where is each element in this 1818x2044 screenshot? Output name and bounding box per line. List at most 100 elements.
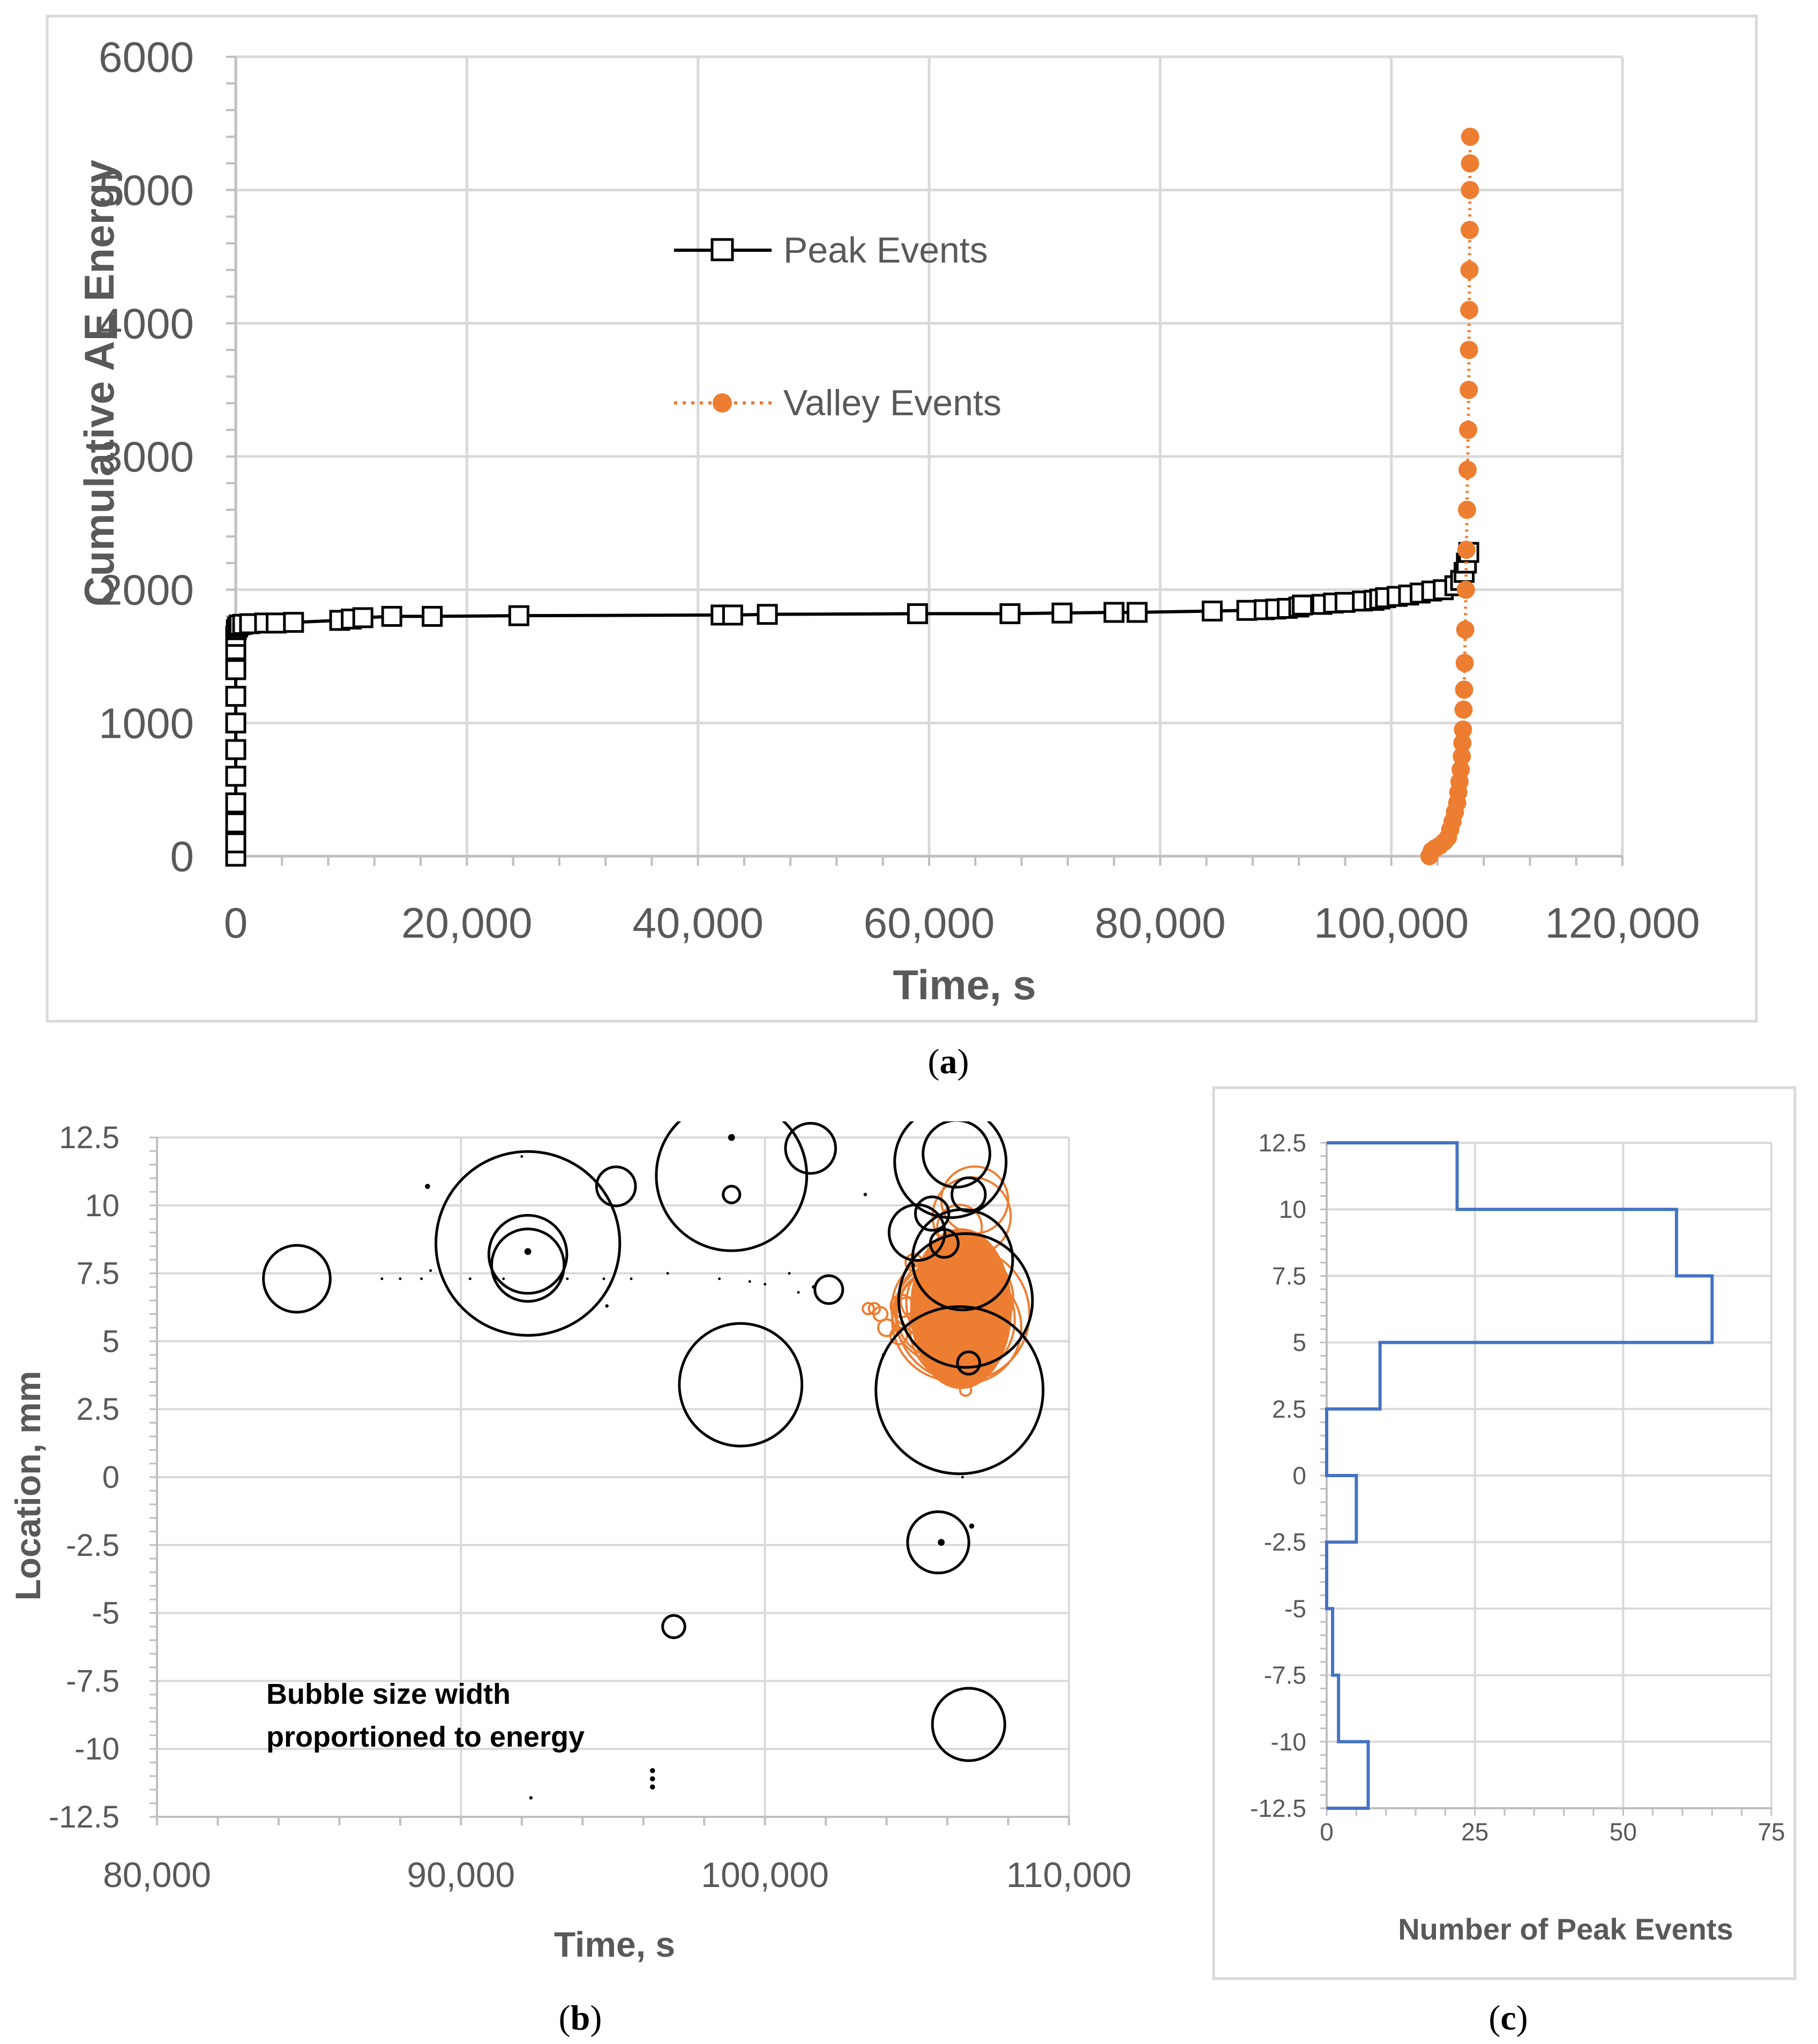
peak-event-bubble [490,1227,566,1303]
peak-event-bubble [784,1121,837,1175]
panel-b-y-tick-label: 0 [102,1460,119,1495]
caption-a-letter: a [940,1042,957,1081]
panel-b-y-tick-label: -12.5 [49,1800,119,1835]
peak-event-bubble [938,1539,945,1546]
caption-c-letter: c [1500,1998,1516,2038]
valley-events-marker [1455,654,1474,672]
valley-events-marker [1454,700,1473,719]
peak-events-marker [225,812,246,834]
valley-events-marker [1454,720,1472,739]
panel-a-frame [46,14,1758,1023]
panel-a-y-tick-label: 0 [170,833,194,880]
panel-b-x-tick-label: 110,000 [1006,1855,1132,1895]
valley-events-marker [1457,541,1476,559]
peak-event-bubble [630,1277,633,1281]
caption-b: (b) [559,1998,602,2038]
peak-event-bubble [399,1277,402,1281]
panel-a-y-tick-label: 5000 [99,167,194,214]
peak-event-bubble [922,1121,991,1189]
panel-a-x-tick-label: 100,000 [1314,899,1469,947]
panel-c-y-tick-label: -2.5 [1264,1528,1306,1556]
panel-c-tick-labels: 0 25 50 75 12.5 10 7.5 5 2.5 0 -2.5 -5 -7.5 -10 -12.5 [1250,1129,1785,1846]
panel-c-frame [1212,1086,1797,1980]
peak-events-marker [1292,594,1313,616]
panel-b-bubbles [262,1121,1045,1800]
peak-events-marker [225,686,246,707]
peak-event-bubble [425,1184,430,1189]
caption-c: (c) [1488,1998,1528,2038]
peak-events-marker [999,603,1021,624]
valley-events-marker [1452,760,1470,779]
panel-c-y-tick-label: 0 [1292,1462,1306,1489]
peak-events-marker [422,605,443,627]
panel-c-y-tick-label: 2.5 [1272,1395,1306,1423]
panel-b-chart: 80,000 90,000 100,000 110,000 12.5 10 7.5 5 2.5 0… [8,1120,1132,1964]
peak-event-bubble [655,1121,809,1252]
panel-a-x-tick-label: 40,000 [632,899,764,947]
peak-event-bubble [649,1784,655,1790]
peak-event-bubble [649,1768,655,1773]
peak-events-marker [1201,600,1223,622]
peak-event-bubble [897,1232,1034,1369]
panel-b-x-tick-label: 100,000 [701,1855,829,1895]
peak-events-marker [1236,600,1258,621]
panel-a-tick-labels: 0 20,000 40,000 60,000 80,000 100,000 120,000 0… [99,33,1700,947]
peak-event-bubble [931,1687,1006,1762]
peak-events-marker [907,603,928,624]
panel-c-y-tick-label: 7.5 [1272,1262,1306,1290]
panel-c-y-tick-label: 12.5 [1258,1129,1306,1157]
peak-events-marker [1334,592,1356,613]
valley-events-marker [1453,747,1471,766]
peak-event-bubble [529,1796,533,1800]
peak-events-marker [1051,602,1073,624]
peak-event-bubble [874,1305,1045,1476]
panel-c-x-tick-label: 75 [1757,1818,1785,1846]
peak-event-bubble [863,1193,867,1196]
peak-event-bubble [435,1150,622,1337]
peak-event-bubble [956,1350,982,1376]
peak-events-marker [381,605,402,627]
peak-events-marker [283,612,304,633]
valley-events-marker [1460,301,1479,319]
peak-event-bubble [661,1614,686,1639]
peak-events-marker [265,612,287,634]
peak-events-marker [225,766,246,787]
valley-events-marker [1461,128,1479,146]
panel-b-y-tick-label: 10 [85,1188,119,1223]
peak-events-marker [225,659,246,680]
legend-valley-label: Valley Events [783,383,1001,423]
histogram-outline [1325,1141,1714,1810]
peak-event-bubble [468,1277,472,1281]
panel-b-y-tick-label: 7.5 [76,1256,119,1291]
legend-peak-label: Peak Events [783,230,988,271]
valley-events-marker [1460,260,1479,279]
peak-event-bubble [605,1304,609,1308]
panel-a-legend: Peak Events Valley Events [674,230,1001,423]
valley-events-marker [1460,341,1478,360]
valley-event-bubble [862,1302,875,1315]
panel-b-y-tick-label: 2.5 [76,1392,119,1427]
valley-events-marker [1459,421,1478,439]
peak-event-bubble [728,1134,735,1141]
peak-event-bubble [262,1244,332,1314]
peak-event-bubble [524,1248,532,1255]
peak-event-bubble [649,1776,655,1781]
peak-event-bubble [420,1277,423,1281]
panel-c-y-tick-label: -10 [1271,1728,1306,1756]
peak-event-bubble [914,1195,951,1232]
panel-b-x-tick-label: 90,000 [407,1855,515,1895]
peak-event-bubble [595,1165,637,1208]
panel-b-x-tick-label: 80,000 [103,1855,211,1895]
panel-a-x-axis-title: Time, s [893,961,1036,1008]
peak-event-bubble [951,1176,987,1213]
peak-events-marker [508,605,529,626]
peak-event-bubble [906,1510,970,1575]
valley-events-marker [1453,733,1472,752]
peak-event-bubble [380,1277,384,1281]
panel-b-axes [149,1136,1070,1825]
panel-b-y-tick-label: -7.5 [66,1664,119,1698]
panel-b-annotation-line-1: Bubble size width [266,1678,511,1710]
panel-b-y-tick-label: 12.5 [59,1120,119,1155]
panel-a-y-tick-label: 6000 [99,33,194,81]
